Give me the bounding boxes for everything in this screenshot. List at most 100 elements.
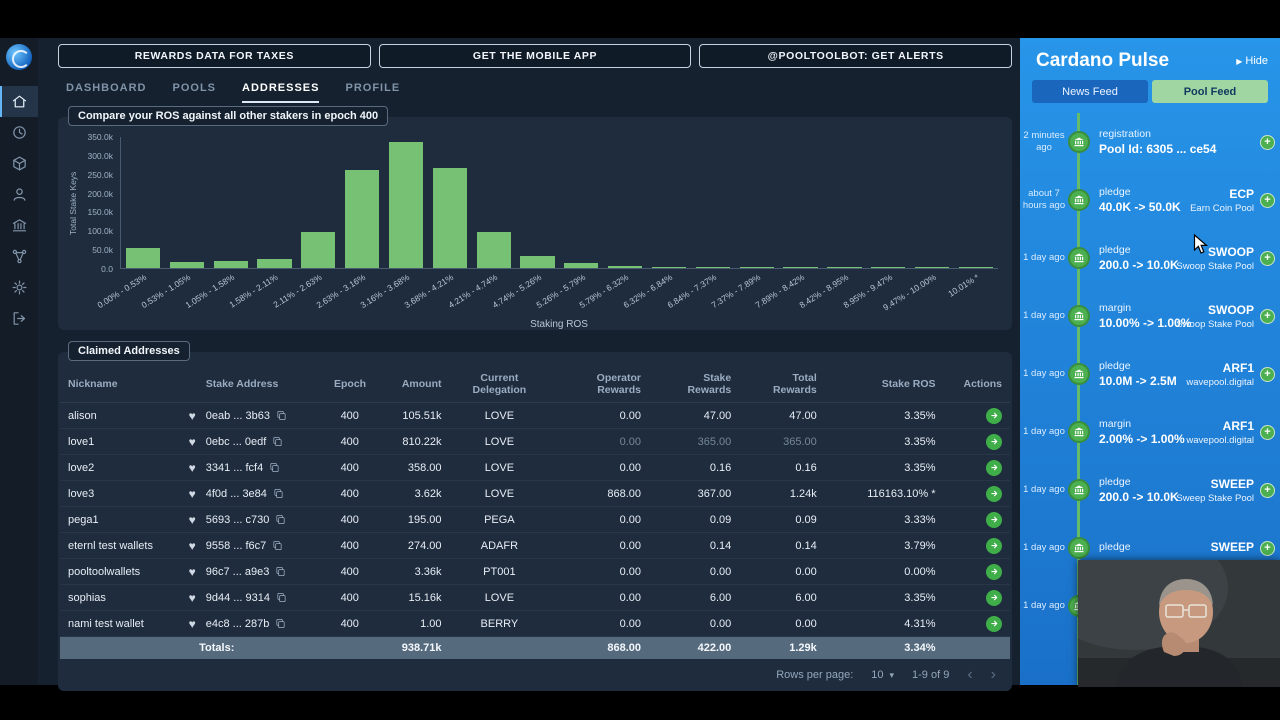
sidebar-item-home[interactable] bbox=[0, 86, 38, 117]
y-tick-label: 200.0k bbox=[87, 188, 113, 199]
y-tick-label: 250.0k bbox=[87, 169, 113, 180]
sidebar-item-governance[interactable] bbox=[0, 210, 38, 241]
nickname: eternl test wallets bbox=[68, 539, 153, 552]
add-pool-button[interactable]: + bbox=[1260, 134, 1275, 150]
chevron-down-icon: ▾ bbox=[889, 669, 895, 680]
chart-bar bbox=[695, 267, 730, 268]
add-pool-button[interactable]: + bbox=[1260, 540, 1275, 556]
pool-ticker[interactable]: SWOOP bbox=[1207, 244, 1254, 259]
favorite-heart-icon[interactable]: ♥ bbox=[188, 434, 196, 449]
claim-action-button[interactable] bbox=[986, 615, 1002, 632]
sidebar-item-stakers[interactable] bbox=[0, 179, 38, 210]
previous-page-button[interactable]: ‹ bbox=[967, 666, 973, 683]
favorite-heart-icon[interactable]: ♥ bbox=[188, 408, 196, 423]
favorite-heart-icon[interactable]: ♥ bbox=[188, 538, 196, 553]
add-pool-button[interactable]: + bbox=[1260, 424, 1275, 440]
operator-rewards: 0.00 bbox=[549, 428, 649, 455]
pulse-tab-pool-feed[interactable]: Pool Feed bbox=[1152, 80, 1268, 103]
stake-address: 0ebc ... 0edf bbox=[205, 435, 267, 448]
operator-rewards: 0.00 bbox=[549, 532, 649, 559]
pool-ticker[interactable]: ARF1 bbox=[1222, 360, 1254, 375]
hide-pulse-button[interactable]: ▶ Hide bbox=[1236, 55, 1268, 67]
sidebar-item-settings[interactable] bbox=[0, 272, 38, 303]
tab-pools[interactable]: POOLS bbox=[172, 82, 217, 94]
chart-bar bbox=[388, 142, 424, 268]
pools-icon bbox=[12, 156, 26, 171]
pool-ticker[interactable]: SWEEP bbox=[1210, 476, 1254, 491]
add-pool-button[interactable]: + bbox=[1260, 192, 1275, 208]
claim-action-button[interactable] bbox=[986, 433, 1002, 450]
claimed-addresses-panel: Claimed Addresses Nickname Stake Address E… bbox=[58, 341, 1012, 691]
amount: 3.62k bbox=[373, 480, 450, 507]
topbar-button-2[interactable]: @POOLTOOLBOT: GET ALERTS bbox=[699, 44, 1013, 68]
chart-bar bbox=[651, 267, 687, 268]
tab-dashboard[interactable]: DASHBOARD bbox=[66, 82, 147, 94]
table-row: love3 ♥ 4f0d ... 3e84 400 3.62k LOVE 868.00 367… bbox=[60, 480, 1010, 507]
sidebar-item-network[interactable] bbox=[0, 241, 38, 272]
pool-ticker[interactable]: ARF1 bbox=[1222, 418, 1254, 433]
amount: 358.00 bbox=[373, 454, 450, 481]
add-pool-button[interactable]: + bbox=[1260, 308, 1275, 324]
claim-action-button[interactable] bbox=[986, 485, 1002, 502]
claim-action-button[interactable] bbox=[986, 459, 1002, 476]
copy-icon[interactable] bbox=[276, 592, 287, 603]
current-delegation: LOVE bbox=[449, 480, 550, 507]
claim-action-button[interactable] bbox=[986, 537, 1002, 554]
y-tick-label: 0.0 bbox=[101, 264, 113, 274]
rows-per-page-select[interactable]: 10 ▾ bbox=[871, 669, 895, 681]
tab-addresses[interactable]: ADDRESSES bbox=[242, 82, 320, 103]
pool-ticker[interactable]: ECP bbox=[1229, 186, 1254, 201]
copy-icon[interactable] bbox=[272, 436, 283, 447]
stake-address: 4f0d ... 3e84 bbox=[205, 487, 267, 500]
favorite-heart-icon[interactable]: ♥ bbox=[188, 512, 196, 527]
stake-ros: 116163.10% * bbox=[824, 480, 944, 507]
claim-action-button[interactable] bbox=[986, 407, 1002, 424]
sidebar-item-pools[interactable] bbox=[0, 148, 38, 179]
topbar-button-1[interactable]: GET THE MOBILE APP bbox=[378, 44, 692, 68]
copy-icon[interactable] bbox=[275, 566, 286, 577]
sidebar-item-epochs[interactable] bbox=[0, 117, 38, 148]
tab-profile[interactable]: PROFILE bbox=[345, 82, 401, 94]
add-pool-button[interactable]: + bbox=[1260, 366, 1275, 382]
favorite-heart-icon[interactable]: ♥ bbox=[188, 590, 196, 605]
pulse-tab-news-feed[interactable]: News Feed bbox=[1032, 80, 1148, 103]
favorite-heart-icon[interactable]: ♥ bbox=[188, 564, 196, 579]
copy-icon[interactable] bbox=[269, 462, 280, 473]
table-row: sophias ♥ 9d44 ... 9314 400 15.16k LOVE 0.00 6.… bbox=[60, 584, 1010, 611]
copy-icon[interactable] bbox=[273, 488, 284, 499]
pool-ticker[interactable]: SWEEP bbox=[1210, 540, 1254, 554]
epochs-icon bbox=[12, 126, 26, 139]
copy-icon[interactable] bbox=[276, 410, 287, 421]
claim-action-button[interactable] bbox=[986, 511, 1002, 528]
pooltool-logo-icon[interactable] bbox=[6, 44, 32, 70]
favorite-heart-icon[interactable]: ♥ bbox=[188, 460, 196, 475]
feed-event-type: pledge bbox=[1099, 476, 1131, 488]
favorite-heart-icon[interactable]: ♥ bbox=[188, 616, 196, 631]
feed-event-type: registration bbox=[1099, 128, 1151, 140]
stake-rewards: 0.16 bbox=[649, 454, 740, 481]
next-page-button[interactable]: › bbox=[990, 666, 996, 683]
topbar-button-0[interactable]: REWARDS DATA FOR TAXES bbox=[58, 44, 371, 68]
y-tick-label: 150.0k bbox=[87, 207, 113, 218]
claim-action-button[interactable] bbox=[986, 563, 1002, 580]
claim-action-button[interactable] bbox=[986, 589, 1002, 606]
totals-row: Totals: 938.71k 868.00 422.00 1.29k 3.34… bbox=[60, 636, 1010, 659]
copy-icon[interactable] bbox=[272, 540, 283, 551]
add-pool-button[interactable]: + bbox=[1260, 482, 1275, 498]
feed-event-value: 2.00% -> 1.00% bbox=[1099, 432, 1185, 446]
epoch: 400 bbox=[326, 454, 374, 481]
favorite-heart-icon[interactable]: ♥ bbox=[188, 486, 196, 501]
feed-timestamp: 1 day ago bbox=[1023, 541, 1065, 553]
column-header: Amount bbox=[373, 366, 450, 403]
copy-icon[interactable] bbox=[275, 618, 286, 629]
nickname: nami test wallet bbox=[68, 617, 144, 630]
ros-chart-panel: Compare your ROS against all other stake… bbox=[58, 106, 1012, 330]
y-tick-label: 50.0k bbox=[92, 245, 113, 256]
pool-ticker[interactable]: SWOOP bbox=[1207, 302, 1254, 317]
feed-timestamp: 1 day ago bbox=[1023, 367, 1065, 379]
copy-icon[interactable] bbox=[275, 514, 286, 525]
sidebar-item-logout[interactable] bbox=[0, 303, 38, 334]
add-pool-button[interactable]: + bbox=[1260, 250, 1275, 266]
chart-bar-slot: 7.89% - 8.42% bbox=[753, 137, 823, 310]
x-tick-label: 10.01% * bbox=[946, 272, 982, 299]
